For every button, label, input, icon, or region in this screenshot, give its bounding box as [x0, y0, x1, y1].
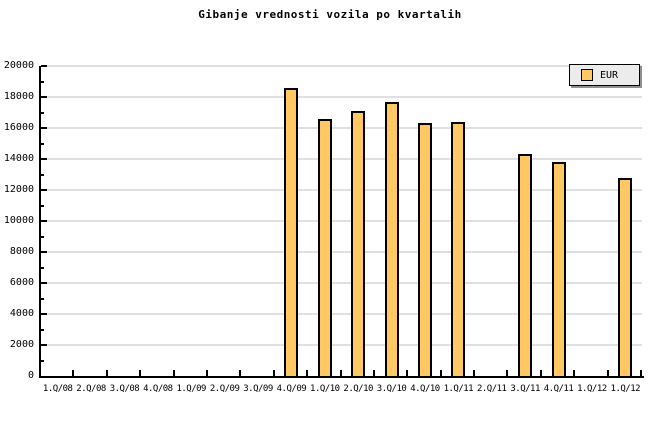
x-axis-tick [306, 370, 309, 376]
x-axis-tick-label: 2.Q/09 [209, 384, 240, 394]
x-axis-tick [239, 370, 242, 376]
x-axis-tick [72, 370, 75, 376]
y-axis-major-tick [41, 65, 47, 67]
gridline [41, 96, 642, 98]
y-axis-minor-tick [41, 142, 44, 145]
y-axis-major-tick [41, 127, 47, 129]
y-axis-major-tick [41, 158, 47, 160]
y-axis-major-tick [41, 344, 47, 346]
x-axis-tick-label: 2.Q/10 [343, 384, 373, 394]
y-axis-tick-label: 16000 [3, 122, 34, 133]
x-axis-tick [506, 370, 509, 376]
x-axis-tick-label: 3.Q/10 [376, 384, 407, 394]
x-axis-tick-label: 1.Q/12 [577, 384, 607, 394]
y-axis-tick-label: 4000 [9, 308, 34, 319]
x-axis-tick [539, 370, 542, 376]
x-axis-tick [473, 370, 476, 376]
x-axis-tick [640, 370, 642, 376]
y-axis-tick-label: 18000 [3, 91, 34, 102]
x-axis-tick-label: 1.Q/08 [42, 384, 73, 394]
y-axis-tick-label: 14000 [3, 153, 34, 164]
y-axis-tick-label: 8000 [9, 246, 34, 257]
chart-title: Gibanje vrednosti vozila po kvartalih [198, 8, 462, 21]
y-axis-minor-tick [41, 297, 44, 300]
y-axis-minor-tick [41, 266, 44, 269]
x-axis-tick-label: 1.Q/11 [443, 384, 474, 394]
bar [351, 110, 366, 376]
x-axis-tick [406, 370, 409, 376]
x-axis-tick-label: 3.Q/09 [243, 384, 273, 394]
x-axis-tick-label: 1.Q/12 [610, 384, 641, 394]
gridline [41, 344, 642, 346]
bar [518, 154, 533, 376]
gridline [41, 251, 642, 253]
gridline [41, 313, 642, 315]
y-axis-minor-tick [41, 111, 44, 114]
x-axis-tick-label: 3.Q/11 [510, 384, 540, 394]
x-axis-tick [172, 370, 175, 376]
bar [384, 101, 399, 376]
bar [618, 177, 633, 376]
bar [551, 162, 566, 376]
x-axis-tick [573, 370, 576, 376]
x-axis-tick [272, 370, 275, 376]
x-axis-tick [105, 370, 108, 376]
bar [284, 87, 299, 376]
y-axis-major-tick [41, 282, 47, 284]
y-axis-minor-tick [41, 359, 44, 362]
x-axis-tick-label: 4.Q/10 [410, 384, 440, 394]
y-axis-tick-label: 12000 [3, 184, 34, 195]
x-axis-tick [372, 370, 375, 376]
y-axis-major-tick [41, 251, 47, 253]
x-axis-tick-label: 3.Q/08 [109, 384, 140, 394]
x-axis-tick [139, 370, 142, 376]
y-axis-minor-tick [41, 204, 44, 207]
y-axis-major-tick [41, 220, 47, 222]
bar [451, 121, 466, 376]
x-axis-tick-label: 2.Q/08 [76, 384, 106, 394]
y-axis-minor-tick [41, 80, 44, 83]
x-axis-tick [339, 370, 342, 376]
x-axis-tick [439, 370, 442, 376]
bar [417, 123, 432, 376]
y-axis-minor-tick [41, 235, 44, 238]
legend-swatch-icon [581, 69, 593, 81]
y-axis-minor-tick [41, 328, 44, 331]
x-axis-tick-label: 4.Q/09 [276, 384, 307, 394]
y-axis-tick-label: 10000 [3, 215, 34, 226]
x-axis-tick-label: 1.Q/09 [176, 384, 206, 394]
x-axis-tick-label: 4.Q/11 [543, 384, 574, 394]
y-axis-tick-label: 6000 [9, 277, 34, 288]
gridline [41, 189, 642, 191]
y-axis-major-tick [41, 96, 47, 98]
y-axis-minor-tick [41, 173, 44, 176]
x-axis-tick [205, 370, 208, 376]
y-axis-major-tick [41, 189, 47, 191]
gridline [41, 158, 642, 160]
y-axis-tick-label: 2000 [9, 339, 34, 350]
x-axis-tick-label: 4.Q/08 [143, 384, 173, 394]
x-axis-tick [606, 370, 609, 376]
y-axis-major-tick [41, 313, 47, 315]
gridline [41, 65, 642, 67]
gridline [41, 282, 642, 284]
x-axis-tick-label: 1.Q/10 [310, 384, 340, 394]
y-axis-line [39, 66, 41, 378]
gridline [41, 220, 642, 222]
bar [317, 118, 332, 376]
y-axis-tick-label: 20000 [3, 60, 34, 71]
x-axis-line [39, 376, 644, 378]
x-axis-tick-label: 2.Q/11 [476, 384, 507, 394]
legend-label: EUR [600, 69, 619, 81]
gridline [41, 127, 642, 129]
y-axis-tick-label: 0 [27, 370, 34, 381]
legend: EUR [569, 64, 640, 86]
